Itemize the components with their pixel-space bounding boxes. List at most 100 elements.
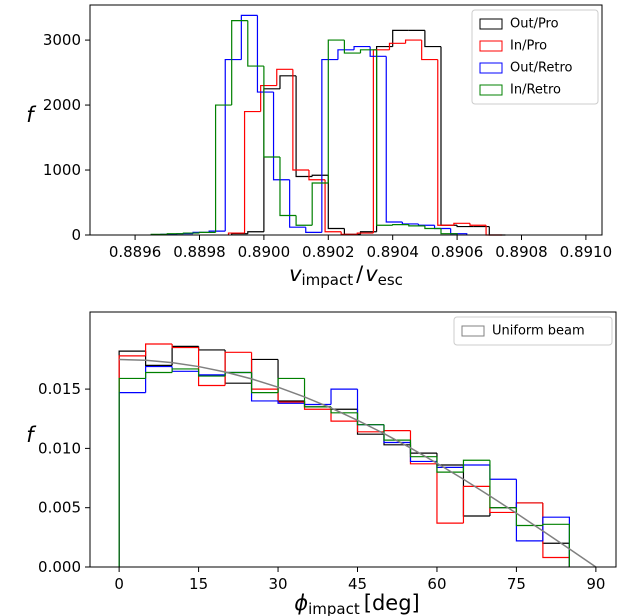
x-label-part: [deg] bbox=[364, 591, 420, 615]
legend-swatch bbox=[479, 62, 503, 74]
histogram-step bbox=[295, 75, 313, 178]
histogram-step bbox=[515, 502, 543, 508]
histogram-step bbox=[263, 66, 280, 158]
histogram-step bbox=[453, 222, 470, 226]
histogram-step bbox=[409, 430, 437, 465]
histogram-step bbox=[197, 368, 226, 377]
x-tick-label: 0 bbox=[114, 575, 124, 593]
legend-label: In/Retro bbox=[510, 83, 561, 98]
histogram-step bbox=[359, 49, 377, 54]
legend-swatch bbox=[479, 40, 503, 52]
histogram-step bbox=[450, 228, 468, 235]
x-tick-label: 0.8902 bbox=[302, 243, 355, 261]
x-tick-label: 15 bbox=[189, 575, 208, 593]
histogram-step bbox=[279, 157, 297, 217]
x-label-part: esc bbox=[378, 271, 403, 289]
y-tick-label: 1000 bbox=[43, 161, 81, 179]
histogram-step bbox=[166, 233, 184, 235]
histogram-step bbox=[263, 88, 280, 232]
histogram-step bbox=[311, 182, 329, 226]
histogram-step bbox=[303, 378, 332, 408]
y-tick-label: 0.000 bbox=[38, 558, 81, 576]
x-tick-label: 0.8908 bbox=[495, 243, 548, 261]
histogram-step bbox=[224, 58, 242, 232]
histogram-step bbox=[515, 502, 543, 513]
legend-swatch bbox=[479, 18, 503, 30]
histogram-step bbox=[145, 351, 173, 366]
histogram-step bbox=[462, 464, 490, 468]
legend-swatch bbox=[461, 325, 485, 337]
histogram-step bbox=[462, 485, 490, 524]
histogram-step bbox=[375, 45, 393, 232]
histogram-step bbox=[247, 20, 264, 67]
x-tick-label: 75 bbox=[507, 575, 526, 593]
histogram-step bbox=[353, 45, 371, 50]
histogram-step bbox=[330, 388, 358, 405]
histogram-step bbox=[542, 523, 570, 567]
y-axis-label: f bbox=[26, 423, 37, 447]
histogram-step bbox=[388, 42, 406, 50]
x-tick-label: 0.8900 bbox=[238, 243, 291, 261]
histogram-step bbox=[383, 424, 411, 441]
y-tick-label: 0 bbox=[71, 226, 81, 244]
histogram-step bbox=[171, 368, 199, 373]
x-tick-label: 0.8910 bbox=[560, 243, 613, 261]
x-tick-label: 0.8898 bbox=[173, 243, 226, 261]
histogram-step bbox=[343, 40, 361, 54]
histogram-step bbox=[462, 465, 490, 517]
histogram-step bbox=[197, 346, 226, 351]
histogram-step bbox=[197, 347, 226, 387]
histogram-step bbox=[542, 502, 570, 567]
histogram-step bbox=[327, 39, 345, 184]
histogram-step bbox=[369, 46, 387, 57]
histogram-step bbox=[392, 29, 409, 47]
histogram-step bbox=[436, 463, 464, 524]
x-axis-label: vimpact/vesc bbox=[289, 262, 403, 289]
x-tick-label: 0.8906 bbox=[431, 243, 484, 261]
x-tick-label: 0.8904 bbox=[366, 243, 419, 261]
histogram-step bbox=[227, 232, 245, 235]
histogram-step bbox=[308, 170, 326, 181]
histogram-step bbox=[303, 403, 332, 406]
histogram-step bbox=[330, 406, 358, 414]
histogram-step bbox=[327, 175, 345, 230]
histogram-step bbox=[118, 377, 146, 567]
histogram-step bbox=[272, 92, 290, 181]
y-axis-label: f bbox=[26, 103, 37, 127]
axes-frame bbox=[89, 311, 617, 568]
histogram-step bbox=[356, 389, 384, 426]
legend-label: Out/Pro bbox=[510, 17, 559, 32]
histogram-step bbox=[469, 223, 487, 226]
histogram-step bbox=[372, 49, 390, 234]
histogram-step bbox=[214, 104, 232, 233]
histogram-step bbox=[489, 465, 517, 480]
histogram-step bbox=[118, 355, 146, 567]
histogram-step bbox=[240, 14, 258, 60]
histogram-step bbox=[260, 84, 277, 112]
histogram-step bbox=[256, 15, 274, 93]
histogram-step bbox=[292, 69, 309, 171]
legend-swatch bbox=[479, 84, 503, 96]
histogram-step bbox=[385, 56, 403, 223]
histogram-step bbox=[145, 371, 173, 379]
x-label-part: ϕ bbox=[294, 591, 308, 615]
legend-label: Out/Retro bbox=[510, 61, 573, 76]
legend-label: In/Pro bbox=[510, 39, 547, 54]
histogram-step bbox=[375, 49, 393, 226]
y-tick-label: 0.005 bbox=[38, 499, 81, 517]
histogram-step bbox=[488, 226, 506, 236]
x-tick-label: 60 bbox=[427, 575, 446, 593]
histogram-step bbox=[279, 75, 297, 89]
y-tick-label: 0.010 bbox=[38, 439, 81, 457]
histogram-step bbox=[409, 440, 437, 458]
histogram-step bbox=[311, 174, 329, 177]
histogram-step bbox=[321, 58, 338, 233]
histogram-step bbox=[424, 225, 441, 230]
histogram-step bbox=[436, 456, 464, 473]
histogram-step bbox=[383, 430, 411, 432]
x-label-part: / bbox=[356, 262, 364, 286]
histogram-step bbox=[408, 224, 425, 227]
histogram-step bbox=[276, 68, 293, 86]
x-label-part: impact bbox=[308, 600, 360, 616]
histogram-step bbox=[118, 392, 146, 567]
